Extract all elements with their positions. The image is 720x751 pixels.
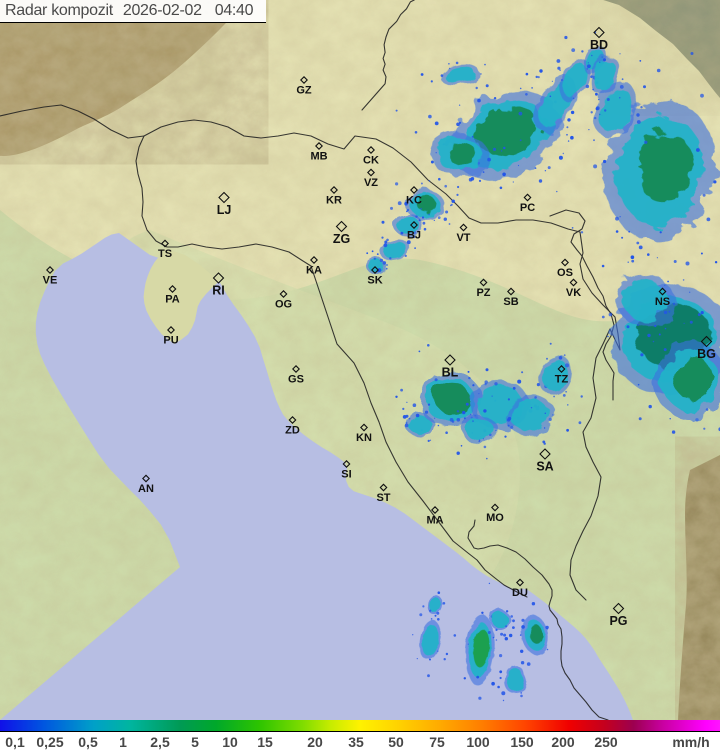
svg-text:LJ: LJ xyxy=(217,203,232,217)
svg-text:TZ: TZ xyxy=(555,373,569,385)
svg-text:VE: VE xyxy=(43,274,58,286)
svg-text:BL: BL xyxy=(442,366,459,380)
svg-text:GS: GS xyxy=(288,373,304,385)
svg-text:AN: AN xyxy=(138,483,154,495)
svg-text:GZ: GZ xyxy=(296,84,312,96)
svg-text:VK: VK xyxy=(566,287,581,299)
svg-text:PC: PC xyxy=(520,202,535,214)
svg-text:SA: SA xyxy=(536,460,553,474)
svg-text:SK: SK xyxy=(367,274,382,286)
svg-text:VZ: VZ xyxy=(364,177,378,189)
svg-text:KR: KR xyxy=(326,194,342,206)
svg-text:SI: SI xyxy=(341,468,351,480)
svg-text:BG: BG xyxy=(697,347,716,361)
svg-text:ZD: ZD xyxy=(285,424,300,436)
svg-text:PA: PA xyxy=(165,293,180,305)
svg-text:MO: MO xyxy=(486,512,504,524)
svg-text:KC: KC xyxy=(406,194,422,206)
svg-text:PU: PU xyxy=(163,334,178,346)
svg-text:CK: CK xyxy=(363,154,379,166)
svg-text:OS: OS xyxy=(557,267,573,279)
svg-text:MB: MB xyxy=(310,150,327,162)
svg-text:ST: ST xyxy=(376,492,390,504)
svg-text:TS: TS xyxy=(158,248,172,260)
svg-text:OG: OG xyxy=(275,298,292,310)
svg-text:KN: KN xyxy=(356,432,372,444)
svg-text:RI: RI xyxy=(212,284,225,298)
svg-text:BD: BD xyxy=(590,38,608,52)
svg-text:DU: DU xyxy=(512,587,528,599)
svg-text:BJ: BJ xyxy=(407,229,421,241)
svg-text:VT: VT xyxy=(456,232,470,244)
svg-text:PZ: PZ xyxy=(476,287,490,299)
svg-text:PG: PG xyxy=(609,614,627,628)
svg-text:KA: KA xyxy=(306,264,322,276)
svg-text:MA: MA xyxy=(426,514,443,526)
svg-text:ZG: ZG xyxy=(333,232,350,246)
svg-text:NS: NS xyxy=(655,296,670,308)
svg-text:SB: SB xyxy=(503,296,518,308)
